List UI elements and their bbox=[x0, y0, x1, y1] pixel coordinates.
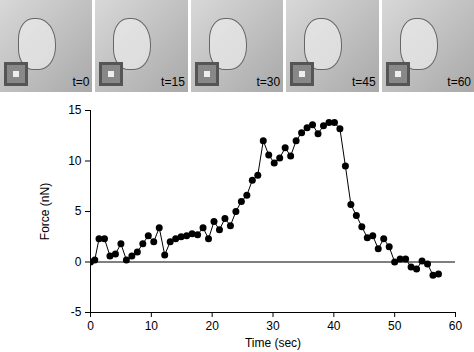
html-text:t=30: t=30 bbox=[256, 75, 281, 89]
html-text:t=45: t=45 bbox=[351, 75, 376, 89]
svg-text:Force (nN): Force (nN) bbox=[38, 183, 52, 240]
svg-text:60: 60 bbox=[449, 319, 463, 333]
svg-text:Time (sec): Time (sec) bbox=[245, 336, 301, 350]
svg-text:15: 15 bbox=[68, 103, 82, 117]
html-text:t=0: t=0 bbox=[72, 75, 90, 89]
svg-text:-5: -5 bbox=[71, 305, 82, 319]
svg-text:5: 5 bbox=[75, 204, 82, 218]
svg-text:0: 0 bbox=[75, 255, 82, 269]
svg-text:0: 0 bbox=[87, 319, 94, 333]
svg-text:40: 40 bbox=[327, 319, 341, 333]
svg-text:20: 20 bbox=[205, 319, 219, 333]
html-text:t=60: t=60 bbox=[447, 75, 471, 89]
svg-text:10: 10 bbox=[68, 154, 82, 168]
html-text:t=15: t=15 bbox=[161, 75, 185, 89]
svg-text:50: 50 bbox=[388, 319, 402, 333]
svg-text:10: 10 bbox=[145, 319, 159, 333]
svg-text:30: 30 bbox=[266, 319, 280, 333]
